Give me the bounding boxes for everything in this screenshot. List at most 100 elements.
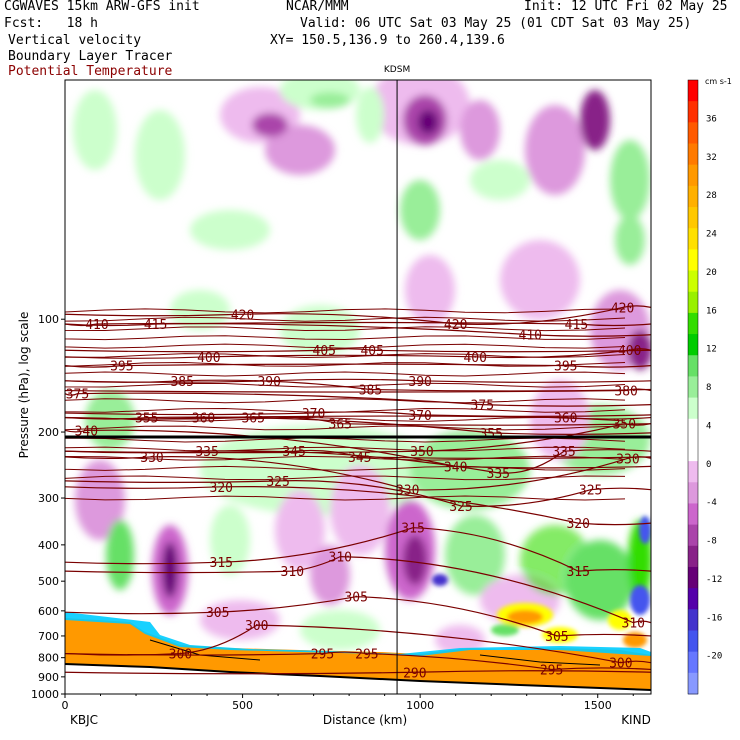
x-tick-label: 1000 — [406, 699, 434, 712]
theta-contour — [65, 411, 651, 417]
theta-label: 315 — [401, 522, 424, 537]
colorbar-tick-label: 24 — [706, 230, 717, 240]
theta-label: 300 — [609, 657, 632, 672]
theta-label: 335 — [487, 467, 510, 482]
theta-label: 355 — [135, 412, 158, 427]
theta-label: 315 — [210, 556, 233, 571]
colorbar-tick-label: -12 — [706, 575, 722, 585]
colorbar-tick-label: 4 — [706, 421, 711, 431]
theta-contour — [65, 363, 651, 368]
theta-contour — [65, 305, 651, 326]
colorbar-swatch — [688, 376, 698, 399]
colorbar-swatch — [688, 312, 698, 335]
colorbar-swatch — [688, 270, 698, 293]
colorbar-swatch — [688, 185, 698, 208]
colorbar-tick-label: 32 — [706, 153, 717, 163]
theta-label: 335 — [195, 445, 218, 460]
theta-label: 300 — [169, 648, 192, 663]
theta-label: 330 — [396, 484, 419, 499]
y-tick-label: 600 — [38, 605, 59, 618]
colorbar-swatch — [688, 228, 698, 250]
forecast-hour: Fcst: 18 h — [4, 16, 98, 31]
colorbar-tick-label: 20 — [706, 268, 717, 278]
y-tick-label: 700 — [38, 630, 59, 643]
y-tick-label: 900 — [38, 671, 59, 684]
theta-label: 295 — [540, 663, 563, 678]
y-axis: 100 200 300 400 500 600 700 800 900 1000 — [31, 313, 65, 701]
y-tick-label: 400 — [38, 539, 59, 552]
colorbar-swatch — [688, 291, 698, 314]
colorbar-swatch — [688, 418, 698, 441]
theta-label: 410 — [519, 329, 542, 344]
field-boundary-layer-tracer: Boundary Layer Tracer — [8, 49, 173, 64]
colorbar-swatch — [688, 207, 698, 229]
colorbar-swatch — [688, 651, 698, 674]
theta-label: 400 — [618, 344, 641, 359]
theta-label: 390 — [408, 375, 431, 390]
y-tick-label: 800 — [38, 652, 59, 665]
colorbar-swatch — [688, 482, 698, 504]
colorbar: 36 32 28 24 20 16 12 8 4 0 -4 -8 -12 -16 -20 — [687, 79, 722, 695]
theta-label: 310 — [622, 617, 645, 632]
theta-label: 355 — [479, 427, 502, 442]
colorbar-swatch — [688, 334, 698, 356]
theta-label: 400 — [197, 351, 220, 366]
colorbar-swatch — [688, 461, 698, 483]
y-tick-label: 100 — [38, 313, 59, 326]
colorbar-swatch — [688, 101, 698, 123]
theta-label: 395 — [110, 360, 133, 375]
theta-label: 405 — [313, 344, 336, 359]
theta-label: 385 — [170, 375, 193, 390]
y-tick-label: 300 — [38, 492, 59, 505]
colorbar-swatch — [688, 545, 698, 568]
theta-label: 330 — [140, 451, 163, 466]
colorbar-swatch — [688, 503, 698, 526]
x-tick-label: 500 — [232, 699, 253, 712]
field-potential-temperature: Potential Temperature — [8, 64, 173, 79]
theta-label: 350 — [410, 445, 433, 460]
theta-label: 390 — [257, 375, 280, 390]
y-axis-title: Pressure (hPa), log scale — [17, 312, 31, 459]
colorbar-tick-label: -4 — [706, 498, 717, 508]
theta-label: 315 — [566, 565, 589, 580]
theta-contour — [65, 527, 651, 572]
x-axis: 0 500 1000 1500 — [62, 694, 634, 712]
theta-label: 310 — [329, 551, 352, 566]
colorbar-unit: cm s-1 — [705, 77, 732, 86]
colorbar-swatch — [688, 143, 698, 166]
theta-label: 365 — [241, 412, 264, 427]
theta-label: 420 — [444, 318, 467, 333]
theta-label: 420 — [611, 301, 634, 316]
colorbar-swatch — [688, 588, 698, 610]
potential-temperature-labels: 420 410 415 405 405 400 395 390 385 385 375 420 410 4… — [66, 301, 645, 681]
theta-contour — [65, 456, 651, 491]
theta-contour — [65, 651, 651, 671]
theta-label: 290 — [403, 666, 426, 681]
theta-label: 385 — [359, 383, 382, 398]
cross-section-endpoints: XY= 150.5,136.9 to 260.4,139.6 — [270, 33, 505, 48]
theta-label: 320 — [210, 481, 233, 496]
plot-frame — [64, 79, 652, 695]
colorbar-swatch — [688, 630, 698, 653]
theta-contour — [65, 321, 651, 327]
theta-label: 375 — [471, 399, 494, 414]
theta-contour — [65, 392, 651, 407]
x-tick-label: 0 — [62, 699, 69, 712]
theta-label: 370 — [408, 409, 431, 424]
theta-label: 305 — [206, 606, 229, 621]
theta-contour — [65, 670, 651, 675]
y-tick-label: 500 — [38, 575, 59, 588]
theta-label: 330 — [616, 452, 639, 467]
colorbar-tick-label: 16 — [706, 306, 717, 316]
right-endpoint-label: KIND — [621, 713, 651, 727]
colorbar-swatch — [688, 249, 698, 272]
field-vertical-velocity: Vertical velocity — [8, 33, 142, 48]
colorbar-swatch — [688, 164, 698, 187]
colorbar-swatch — [688, 122, 698, 145]
colorbar-swatch — [688, 609, 698, 631]
colorbar-tick-label: 8 — [706, 383, 711, 393]
theta-label: 345 — [348, 451, 371, 466]
colorbar-tick-label: -8 — [706, 537, 717, 547]
colorbar-tick-label: 28 — [706, 191, 717, 201]
theta-label: 365 — [329, 418, 352, 433]
